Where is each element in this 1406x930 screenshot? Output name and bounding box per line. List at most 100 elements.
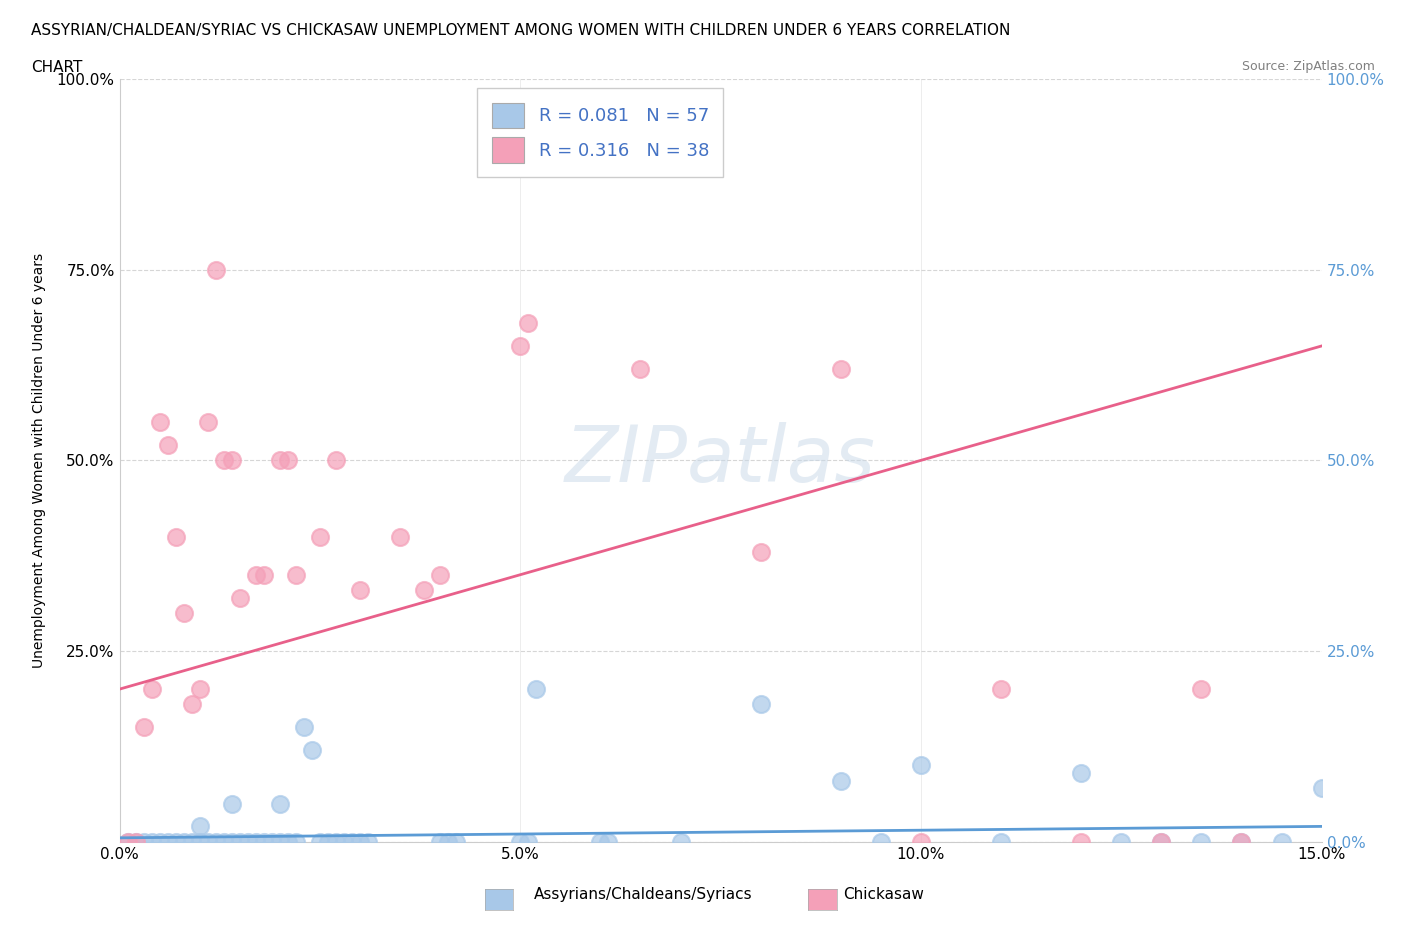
Point <box>517 834 540 849</box>
Point <box>1230 834 1253 849</box>
Point <box>141 682 163 697</box>
Point <box>149 834 172 849</box>
Point <box>197 415 219 430</box>
Point <box>630 362 652 377</box>
Point <box>589 110 612 125</box>
Point <box>357 834 380 849</box>
Point <box>349 582 371 597</box>
Point <box>141 834 163 849</box>
Point <box>180 834 202 849</box>
Point <box>598 834 620 849</box>
Point <box>1271 834 1294 849</box>
Point <box>124 834 146 849</box>
Point <box>1150 834 1173 849</box>
Point <box>269 834 291 849</box>
Point <box>284 567 307 582</box>
Point <box>910 834 932 849</box>
Point <box>277 453 299 468</box>
Point <box>1070 765 1092 780</box>
Point <box>869 834 893 849</box>
Text: ZIPatlas: ZIPatlas <box>565 422 876 498</box>
Point <box>316 834 339 849</box>
Point <box>301 743 323 758</box>
Text: Source: ZipAtlas.com: Source: ZipAtlas.com <box>1241 60 1375 73</box>
Point <box>517 315 540 330</box>
Point <box>253 834 276 849</box>
Point <box>236 834 259 849</box>
Point <box>277 834 299 849</box>
Point <box>309 834 332 849</box>
Point <box>1230 834 1253 849</box>
Legend: R = 0.081   N = 57, R = 0.316   N = 38: R = 0.081 N = 57, R = 0.316 N = 38 <box>477 88 724 177</box>
Text: CHART: CHART <box>31 60 83 75</box>
Point <box>197 834 219 849</box>
Point <box>1310 781 1333 796</box>
Point <box>132 834 155 849</box>
Point <box>117 834 139 849</box>
Y-axis label: Unemployment Among Women with Children Under 6 years: Unemployment Among Women with Children U… <box>31 253 45 668</box>
Point <box>1070 834 1092 849</box>
Point <box>156 834 179 849</box>
Point <box>509 339 531 353</box>
Point <box>156 438 179 453</box>
Point <box>204 834 226 849</box>
Point <box>524 682 547 697</box>
Point <box>429 834 451 849</box>
Point <box>509 834 531 849</box>
Point <box>669 834 692 849</box>
Point <box>132 720 155 735</box>
Point <box>437 834 460 849</box>
Point <box>910 758 932 773</box>
Point <box>349 834 371 849</box>
Point <box>173 605 195 620</box>
Point <box>333 834 356 849</box>
Point <box>188 834 211 849</box>
Point <box>292 720 315 735</box>
Point <box>830 362 852 377</box>
Text: Assyrians/Chaldeans/Syriacs: Assyrians/Chaldeans/Syriacs <box>534 887 752 902</box>
Point <box>228 834 252 849</box>
Point <box>124 834 146 849</box>
Point <box>180 697 202 711</box>
Point <box>990 682 1012 697</box>
Point <box>589 834 612 849</box>
Point <box>325 453 347 468</box>
Point <box>1150 834 1173 849</box>
Point <box>830 773 852 788</box>
Point <box>253 567 276 582</box>
Point <box>245 567 267 582</box>
Point <box>260 834 283 849</box>
Point <box>221 453 243 468</box>
Text: Chickasaw: Chickasaw <box>844 887 925 902</box>
Point <box>228 591 252 605</box>
Point <box>269 453 291 468</box>
Point <box>990 834 1012 849</box>
Point <box>1191 834 1213 849</box>
Point <box>325 834 347 849</box>
Point <box>309 529 332 544</box>
Point <box>284 834 307 849</box>
Point <box>429 567 451 582</box>
Point <box>212 834 235 849</box>
Point <box>388 529 412 544</box>
Point <box>188 682 211 697</box>
Point <box>221 796 243 811</box>
Point <box>1111 834 1133 849</box>
Point <box>173 834 195 849</box>
Point <box>413 582 436 597</box>
Point <box>340 834 363 849</box>
Point <box>749 697 772 711</box>
Point <box>117 834 139 849</box>
Point <box>212 453 235 468</box>
Point <box>1191 682 1213 697</box>
Text: ASSYRIAN/CHALDEAN/SYRIAC VS CHICKASAW UNEMPLOYMENT AMONG WOMEN WITH CHILDREN UND: ASSYRIAN/CHALDEAN/SYRIAC VS CHICKASAW UN… <box>31 23 1011 38</box>
Point <box>221 834 243 849</box>
Point <box>749 544 772 559</box>
Point <box>165 834 187 849</box>
Point <box>269 796 291 811</box>
Point <box>444 834 467 849</box>
Point <box>204 262 226 277</box>
Point <box>149 415 172 430</box>
Point <box>165 529 187 544</box>
Point <box>245 834 267 849</box>
